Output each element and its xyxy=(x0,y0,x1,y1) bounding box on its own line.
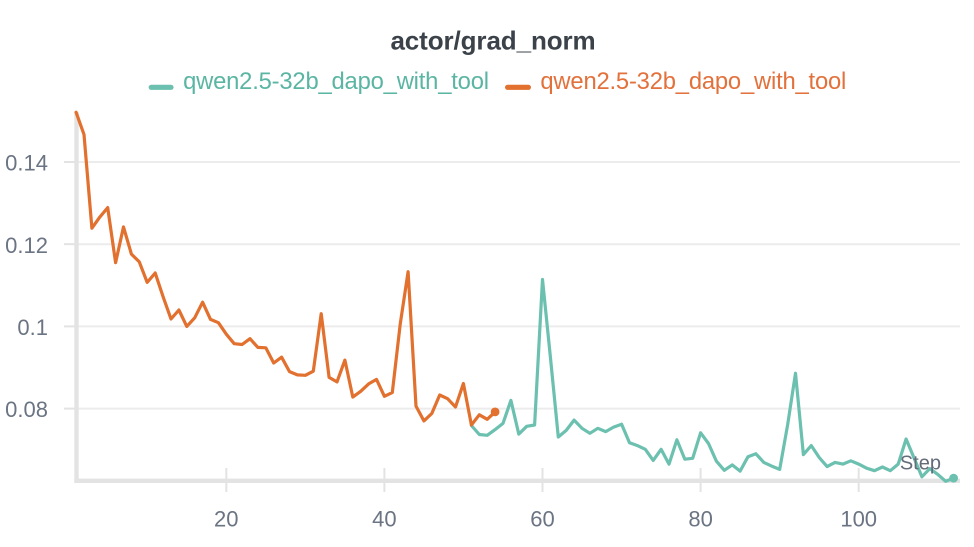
svg-text:100: 100 xyxy=(840,507,877,532)
svg-text:0.14: 0.14 xyxy=(5,151,48,176)
svg-text:qwen2.5-32b_dapo_with_tool: qwen2.5-32b_dapo_with_tool xyxy=(183,68,489,95)
svg-text:20: 20 xyxy=(214,507,238,532)
svg-text:qwen2.5-32b_dapo_with_tool: qwen2.5-32b_dapo_with_tool xyxy=(540,68,846,95)
svg-text:0.12: 0.12 xyxy=(5,233,48,258)
svg-text:60: 60 xyxy=(530,507,554,532)
svg-text:0.08: 0.08 xyxy=(5,397,48,422)
svg-text:Step: Step xyxy=(900,453,941,475)
svg-text:80: 80 xyxy=(688,507,712,532)
svg-text:0.1: 0.1 xyxy=(17,315,48,340)
svg-text:40: 40 xyxy=(372,507,396,532)
svg-text:actor/grad_norm: actor/grad_norm xyxy=(390,26,595,56)
